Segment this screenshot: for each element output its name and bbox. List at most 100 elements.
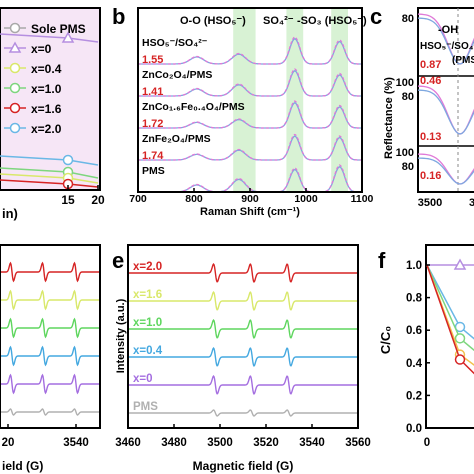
- panel-f-line-3: [426, 264, 474, 366]
- panel-e-epr-spectra: [129, 262, 357, 417]
- panel-e-x-tick-label-2: 3500: [207, 437, 233, 449]
- panel-a-x-tick-label-1: 20: [91, 193, 105, 207]
- panel-e-spectrum-3: [129, 346, 357, 368]
- panel-e-spectrum-0: [129, 262, 357, 284]
- panel-f-y-ticks: 0.0 0.2 0.4 0.6 0.8 1.0: [406, 260, 430, 435]
- panel-c-curve-1-0: [417, 85, 474, 135]
- panel-f-marker-2-1: [454, 333, 466, 344]
- panel-b-label: b: [112, 4, 125, 29]
- panel-e-x-ticks: 3460 3480 3500 3520 3540 3560: [115, 424, 371, 449]
- panel-b-annotation-so3: -SO₃ (HSO₅⁻): [297, 15, 367, 27]
- panel-a-frame: [0, 7, 101, 191]
- panel-c-y-tick-label-1: 100: [396, 77, 414, 89]
- panel-d-spectrum-1: [1, 289, 99, 311]
- panel-f-x-tick-label-0: 0: [424, 437, 430, 449]
- legend-marker-4: [9, 102, 21, 114]
- panel-e-series-name-3: x=0.4: [133, 345, 163, 357]
- panel-b-series-name-1: ZnCo₂O₄/PMS: [142, 69, 212, 81]
- panel-d-spectrum-3: [1, 345, 99, 367]
- panel-c-legend-label-2: (PMS: [452, 55, 474, 66]
- panel-b-ratio-2: 1.72: [142, 118, 163, 130]
- legend-marker-5: [9, 122, 21, 134]
- panel-c-spectra: [417, 13, 474, 185]
- panel-e-spectrum-1: [129, 290, 357, 312]
- panel-d-frame: [0, 244, 101, 429]
- panel-c-y-label: Reflectance (%): [383, 77, 395, 159]
- panel-d-spectrum-5: [1, 408, 99, 416]
- panel-d: 20 3540 ield (G): [0, 244, 101, 473]
- panel-f-y-tick-label-4: 0.8: [406, 293, 423, 305]
- panel-e-series-name-1: x=1.6: [133, 289, 162, 301]
- panel-e-x-tick-label-4: 3540: [299, 437, 325, 449]
- panel-c-x-ticks: 3500 3: [418, 197, 474, 209]
- panel-f-marker-0-1: [453, 258, 467, 270]
- panel-b-series-name-3: ZnFe₂O₄/PMS: [142, 133, 211, 145]
- panel-c-legend-label: HSO₅⁻/SO₄²⁻: [420, 41, 474, 52]
- panel-b-band-0: [233, 8, 256, 192]
- panel-e-label: e: [112, 248, 124, 273]
- panel-c-y-ticks: 80 100 80 100 80: [396, 13, 414, 173]
- panel-c-annotation-oh: -OH: [438, 24, 458, 36]
- panel-a-series-marker-1: [62, 154, 74, 166]
- panel-d-x-tick-label-0: 20: [2, 437, 15, 449]
- panel-a-series-marker-0: [61, 31, 75, 43]
- panel-b-series-name-4: PMS: [142, 165, 165, 177]
- panel-b-annotation-so4: SO₄²⁻: [263, 15, 294, 27]
- panel-f-line-1: [426, 264, 474, 340]
- panel-f: f C/C₀ 0.0 0.2 0.4 0.6 0.8 1.0 0: [378, 244, 474, 449]
- legend-label-4: x=1.6: [31, 102, 62, 116]
- panel-c-label: c: [370, 4, 382, 29]
- legend-label-1: x=0: [31, 42, 52, 56]
- legend-marker-0: [9, 22, 21, 34]
- panel-f-frame: [425, 244, 474, 429]
- panel-b-spectrum-1: [138, 68, 362, 97]
- panel-c-x-tick-label-0: 3500: [418, 197, 442, 209]
- panel-e-series-labels: x=2.0 x=1.6 x=1.0 x=0.4 x=0 PMS: [133, 261, 163, 413]
- panel-c-x-tick-label-1: 3: [469, 197, 474, 209]
- panel-a-x-tick-label-0: 15: [61, 193, 75, 207]
- panel-f-y-tick-label-1: 0.2: [406, 390, 422, 402]
- panel-e-spectrum-5: [129, 409, 357, 417]
- panel-b-series-name-0: HSO₅⁻/SO₄²⁻: [142, 37, 208, 49]
- legend-marker-1: [8, 41, 22, 53]
- panel-b-spectrum-0: [138, 36, 362, 65]
- panel-f-y-tick-label-3: 0.6: [406, 325, 422, 337]
- legend-label-5: x=2.0: [31, 122, 62, 136]
- panel-f-lines: [426, 258, 474, 375]
- panel-d-spectrum-0: [1, 261, 99, 283]
- legend-label-0: Sole PMS: [31, 22, 86, 36]
- panel-d-spectrum-4: [1, 373, 99, 395]
- panel-c-curve-0-1: [417, 17, 474, 65]
- panel-b-x-ticks: 700 800 900 1000 1100: [129, 188, 374, 205]
- panel-a-lines: [0, 31, 99, 190]
- panel-c-ratio-3: 0.16: [420, 170, 441, 182]
- legend-marker-2: [9, 62, 21, 74]
- panel-a-x-label: in): [2, 206, 18, 221]
- panel-c-frame: [417, 7, 474, 193]
- panel-f-line-2: [426, 264, 474, 352]
- panel-c-y-tick-label-2: 80: [402, 91, 414, 103]
- panel-b-series-name-2: ZnCo₁.₆Fe₀.₄O₄/PMS: [142, 101, 245, 113]
- panel-c-curve-1-1: [417, 89, 474, 135]
- panel-b-highlight-bands: [233, 8, 348, 192]
- panel-b-ratio-1: 1.41: [142, 86, 163, 98]
- legend-marker-3: [9, 82, 21, 94]
- panel-c-ratio-0: 0.87: [420, 59, 441, 71]
- panel-b-ratio-3: 1.74: [142, 150, 164, 162]
- panel-b: b O-O (HSO₅⁻) SO₄²⁻ -SO₃ (HSO₅⁻) HSO₅⁻/S…: [112, 4, 374, 218]
- panel-c-curve-2-1: [418, 157, 474, 185]
- panel-a-x-ticks: 15 20: [61, 185, 105, 207]
- panel-b-ratio-0: 1.55: [142, 54, 163, 66]
- panel-b-x-label: Raman Shift (cm⁻¹): [200, 206, 300, 218]
- panel-b-spectrum-3: [138, 133, 362, 161]
- panel-b-band-1: [286, 8, 304, 192]
- panel-c-y-tick-label-0: 80: [402, 13, 414, 25]
- legend-label-2: x=0.4: [31, 62, 62, 76]
- panel-e-series-name-2: x=1.0: [133, 317, 162, 329]
- panel-f-marker-4-1: [454, 354, 466, 365]
- panel-c: c Reflectance (%) 80 100 80 100 80 -OH HSO₅⁻…: [370, 4, 474, 209]
- panel-e-x-tick-label-5: 3560: [345, 437, 371, 449]
- panel-e-frame: [127, 244, 359, 429]
